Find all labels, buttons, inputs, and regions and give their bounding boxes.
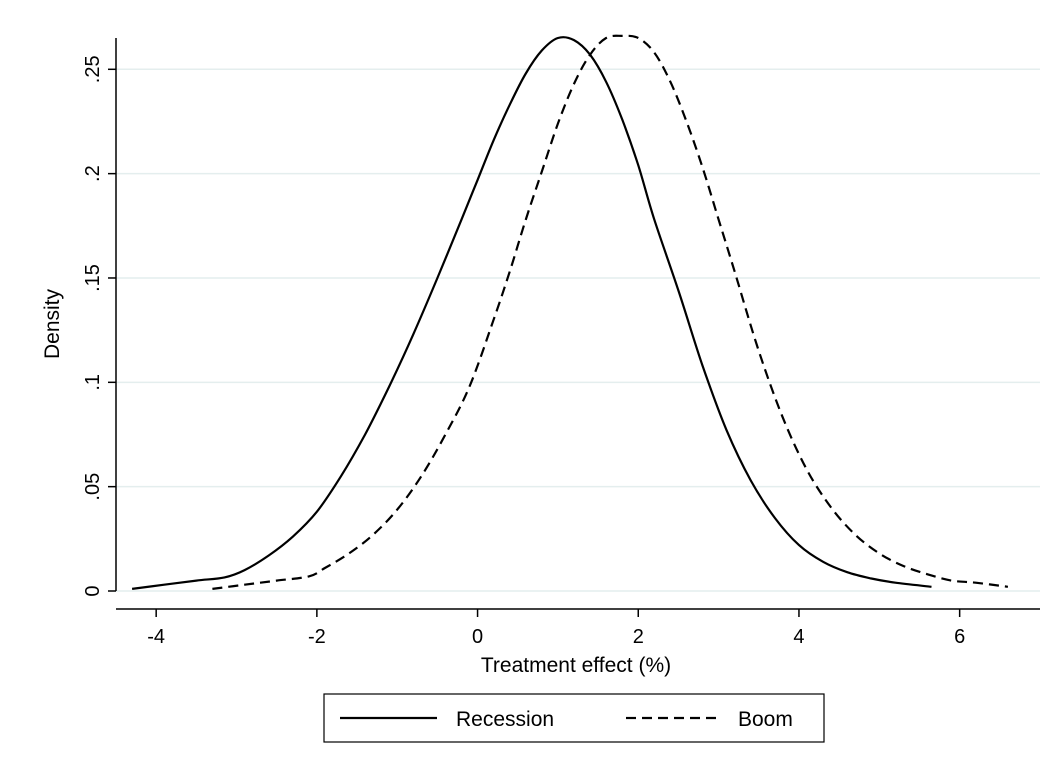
x-tick-label: -4 [147, 626, 165, 648]
y-tick-label: .25 [82, 55, 104, 83]
x-tick-label: 6 [954, 626, 965, 648]
y-ticks: 0 .05 .1 .15 .2 .25 [82, 55, 116, 597]
x-tick-label: 0 [472, 626, 483, 648]
series-line-boom [212, 34, 1009, 590]
legend-label-recession: Recession [456, 708, 554, 731]
x-tick-label: 4 [793, 626, 804, 648]
x-tick-label: 2 [633, 626, 644, 648]
legend: Recession Boom [323, 693, 825, 743]
y-tick-label: 0 [82, 585, 104, 596]
x-tick-label: -2 [308, 626, 326, 648]
y-tick-label: .05 [82, 473, 104, 501]
series-line-recession [131, 36, 932, 590]
x-axis-title: Treatment effect (%) [481, 654, 671, 677]
series-lines [131, 34, 1009, 590]
x-ticks: -4 -2 0 2 4 6 [147, 609, 965, 648]
gridlines [116, 68, 1040, 592]
y-axis-title: Density [41, 288, 64, 359]
y-tick-label: .1 [82, 374, 104, 391]
legend-label-boom: Boom [738, 708, 793, 731]
y-tick-label: .2 [82, 165, 104, 182]
axes [115, 38, 1040, 610]
y-tick-label: .15 [82, 264, 104, 292]
